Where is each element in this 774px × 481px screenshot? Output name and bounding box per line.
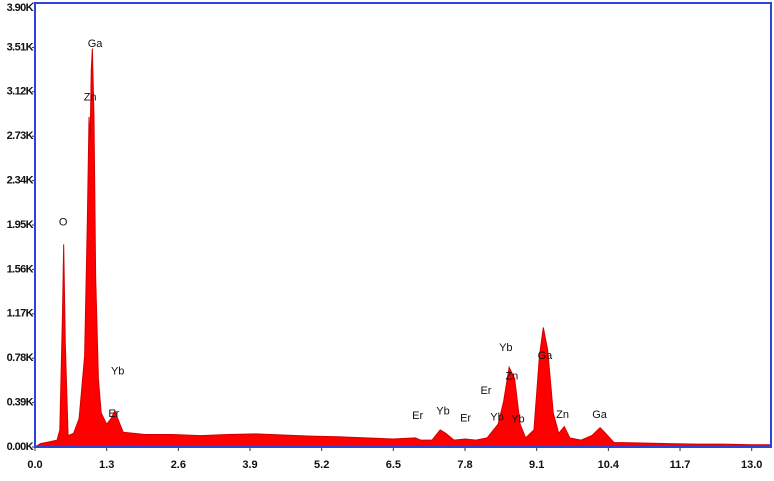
- x-tick-label: 2.6: [171, 459, 186, 471]
- x-tick-label: 11.7: [670, 459, 691, 471]
- x-tick-label: 0.0: [27, 459, 42, 471]
- peak-label: Yb: [499, 342, 512, 354]
- peak-label: Yb: [436, 406, 449, 418]
- peak-label: Zn: [556, 409, 569, 421]
- x-tick-label: 10.4: [598, 459, 620, 471]
- peak-label: Ga: [538, 350, 554, 362]
- plot-frame: [34, 2, 772, 448]
- y-tick-label: 2.73K: [7, 130, 34, 142]
- y-tick-label: 3.12K: [7, 86, 34, 98]
- y-tick-label: 3.90K: [7, 2, 34, 14]
- peak-label: Er: [460, 412, 471, 424]
- peak-label: Zn: [84, 91, 97, 103]
- x-tick-label: 9.1: [529, 459, 544, 471]
- peak-label: Er: [480, 385, 491, 397]
- y-tick-label: 3.51K: [7, 41, 34, 53]
- x-tick-label: 13.0: [741, 459, 762, 471]
- spectrum: [33, 48, 772, 448]
- peak-label: Yb: [490, 411, 503, 423]
- peak-label: Ga: [592, 409, 608, 421]
- peak-label: Zn: [505, 370, 518, 382]
- peak-label: Er: [108, 408, 119, 420]
- x-tick-label: 3.9: [242, 459, 257, 471]
- y-tick-label: 2.34K: [7, 175, 34, 187]
- peak-label: Yb: [111, 365, 124, 377]
- x-tick-label: 1.3: [99, 459, 114, 471]
- x-tick-label: 7.8: [457, 459, 472, 471]
- y-tick-label: 0.00K: [7, 441, 34, 453]
- y-tick-label: 0.39K: [7, 397, 34, 409]
- peak-label: Er: [412, 410, 423, 422]
- y-tick-label: 1.95K: [7, 219, 34, 231]
- peak-label: O: [59, 217, 68, 229]
- x-tick-label: 5.2: [314, 459, 329, 471]
- y-tick-label: 1.56K: [7, 263, 34, 275]
- x-tick-label: 6.5: [386, 459, 401, 471]
- peak-label: Yb: [511, 414, 524, 426]
- y-tick-label: 0.78K: [7, 352, 34, 364]
- peak-label: Ga: [88, 38, 104, 50]
- y-tick-label: 1.17K: [7, 308, 34, 320]
